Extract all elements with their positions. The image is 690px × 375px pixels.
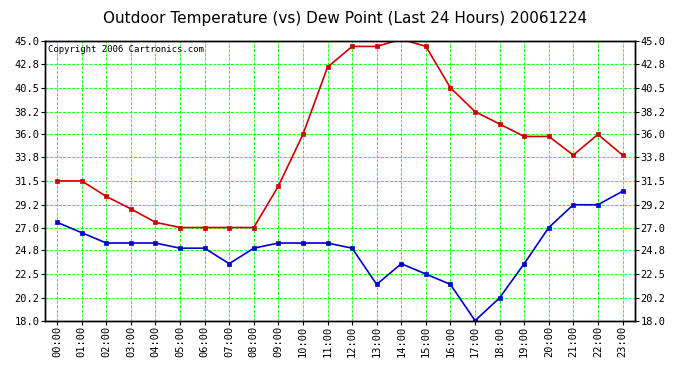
Text: Copyright 2006 Cartronics.com: Copyright 2006 Cartronics.com xyxy=(48,45,204,54)
Text: Outdoor Temperature (vs) Dew Point (Last 24 Hours) 20061224: Outdoor Temperature (vs) Dew Point (Last… xyxy=(103,11,587,26)
